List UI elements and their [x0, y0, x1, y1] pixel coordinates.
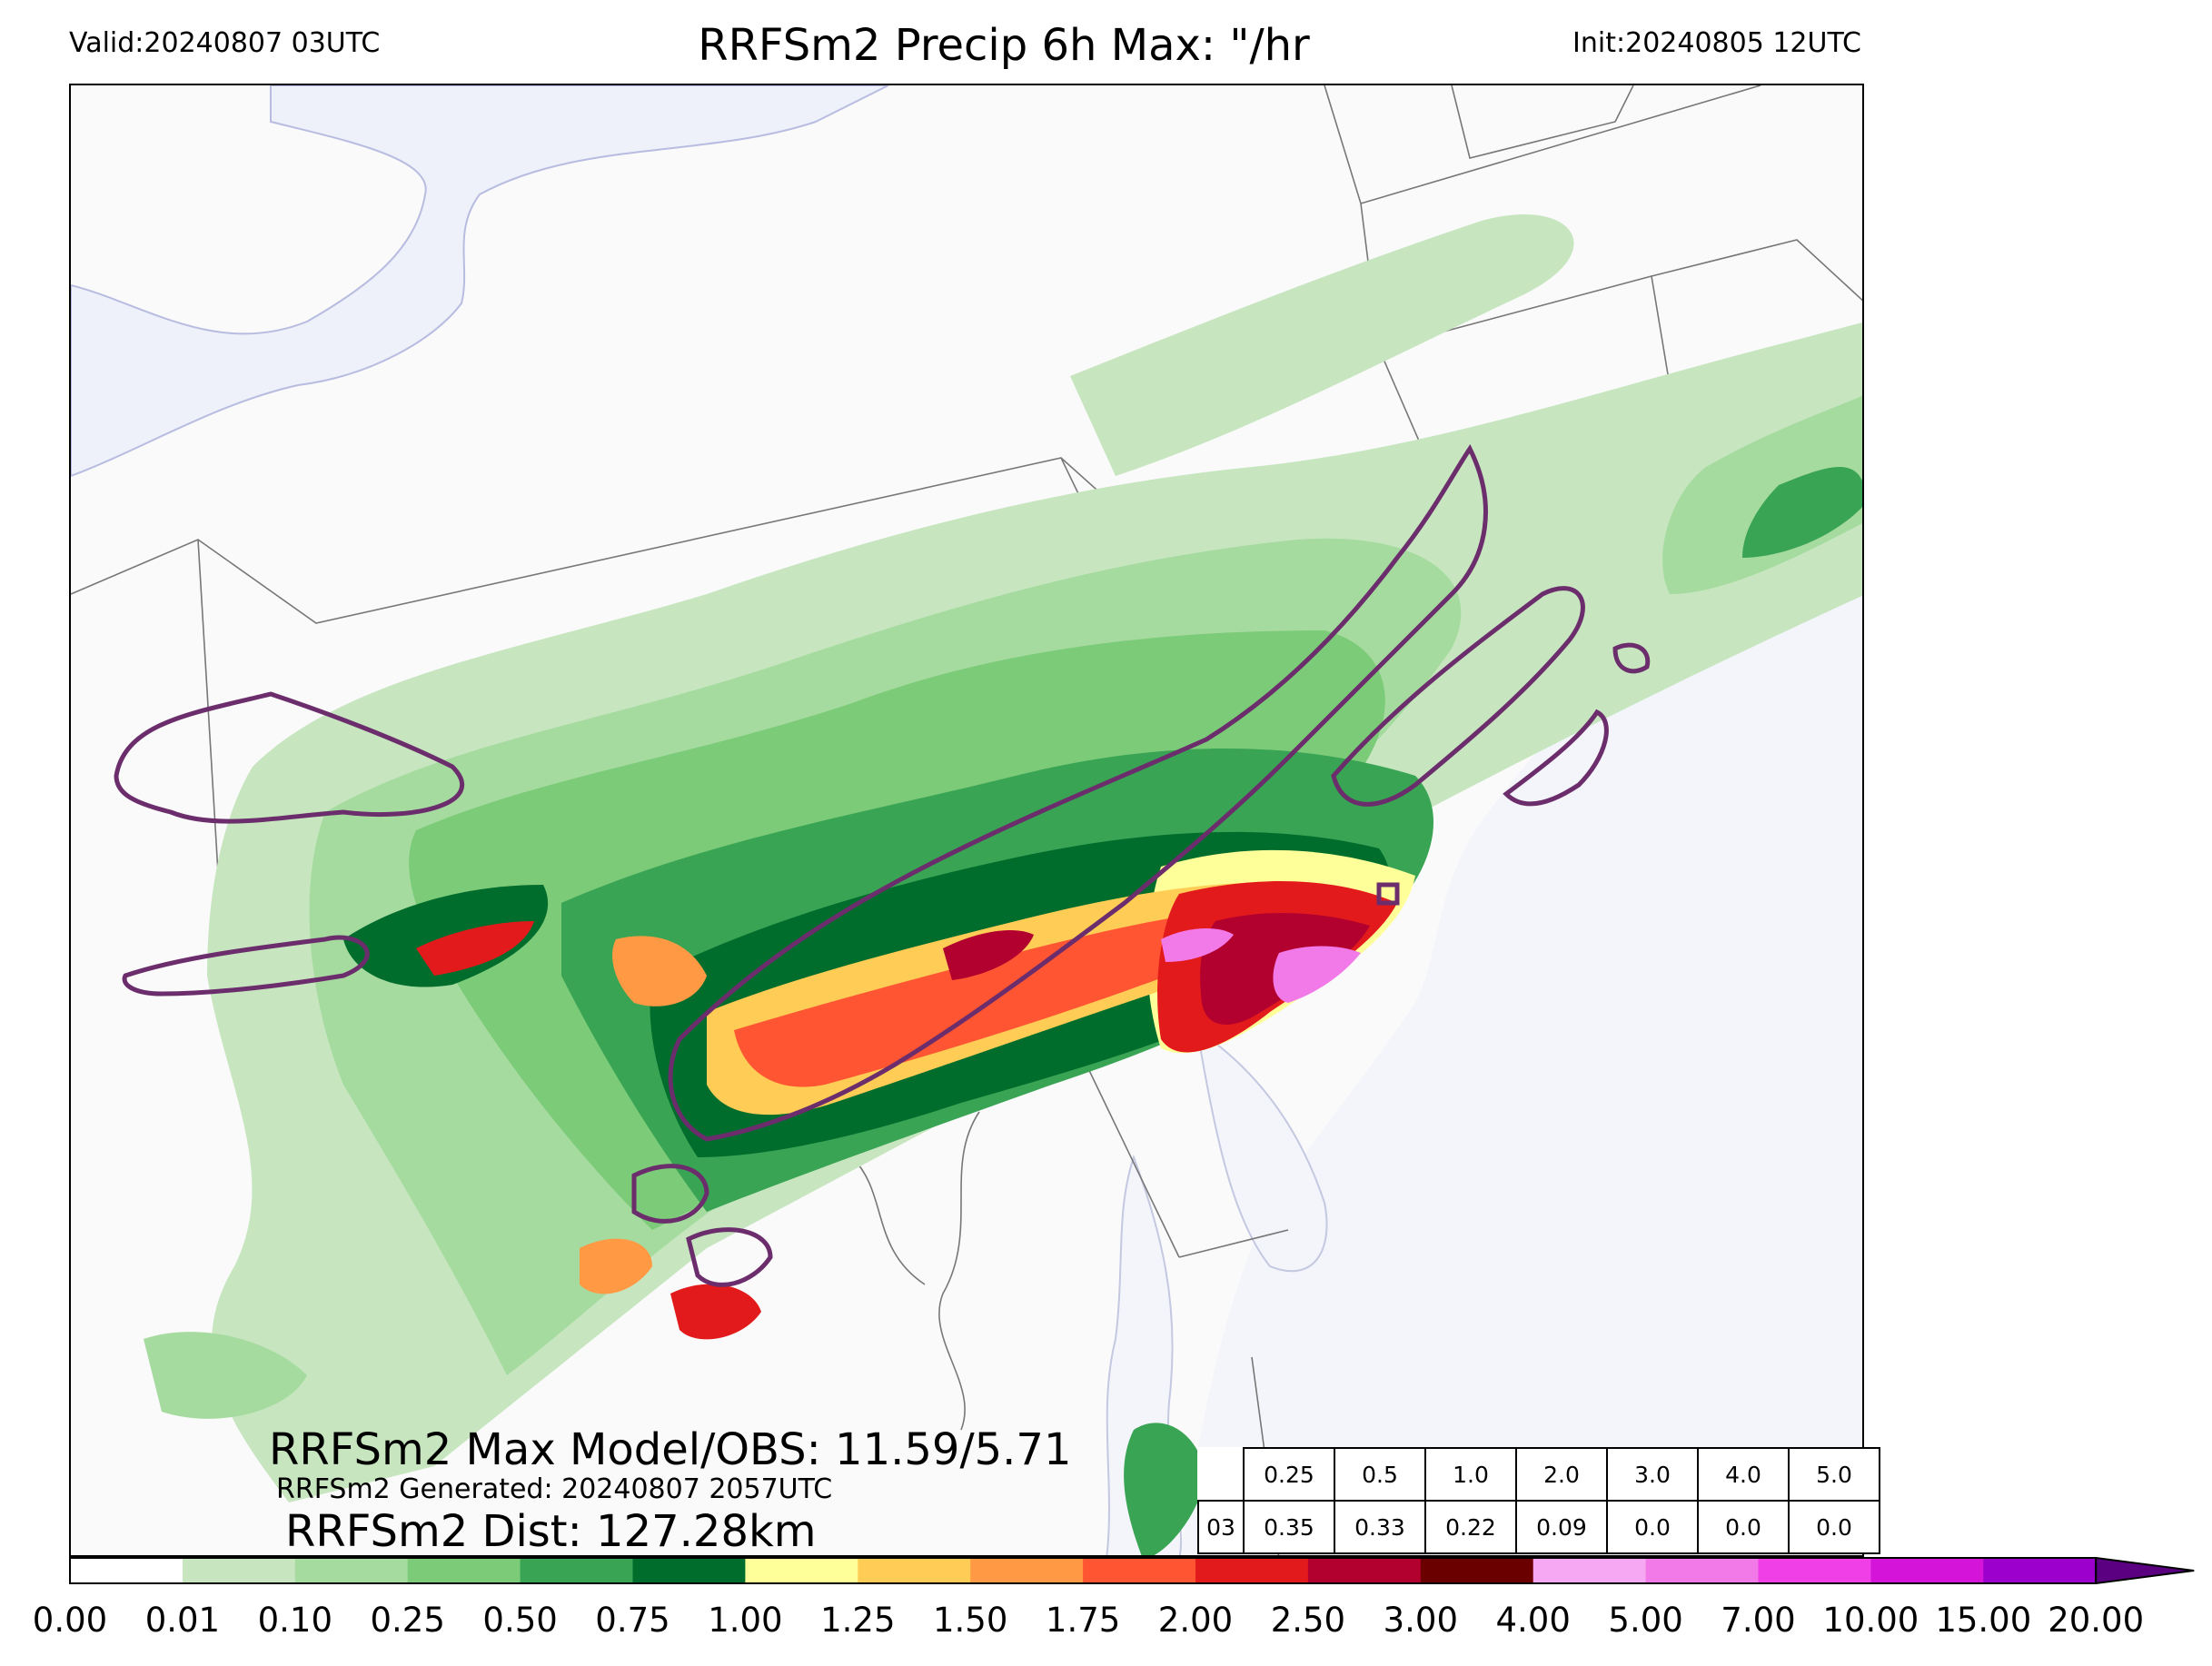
valid-time: Valid:20240807 03UTC — [69, 27, 381, 59]
value-cell: 0.33 — [1334, 1500, 1426, 1554]
threshold-cell: 4.0 — [1697, 1447, 1790, 1502]
colorbar-swatch — [1870, 1558, 1984, 1583]
colorbar-swatch — [1195, 1558, 1309, 1583]
hour-cell: 03 — [1197, 1500, 1245, 1554]
max-model-obs-label: RRFSm2 Max Model/OBS: 11.59/5.71 — [269, 1424, 1072, 1475]
colorbar-tick-label: 3.00 — [1383, 1601, 1458, 1640]
obs-contour — [114, 444, 1651, 1287]
precip-map[interactable] — [69, 84, 1864, 1557]
colorbar-tick-label: 0.10 — [257, 1601, 332, 1640]
colorbar-swatch — [520, 1558, 633, 1583]
value-cell: 0.35 — [1243, 1500, 1335, 1554]
colorbar-swatch — [1645, 1558, 1759, 1583]
colorbar-tick-label: 1.25 — [820, 1601, 896, 1640]
colorbar-tick-label: 0.25 — [370, 1601, 445, 1640]
threshold-cell: 0.25 — [1243, 1447, 1335, 1502]
generated-label: RRFSm2 Generated: 20240807 2057UTC — [276, 1473, 833, 1505]
colorbar-outline — [69, 1557, 2098, 1584]
delaware-bay — [1195, 1027, 1328, 1273]
colorbar-tick-label: 1.75 — [1045, 1601, 1121, 1640]
colorbar-tick-label: 4.00 — [1495, 1601, 1571, 1640]
colorbar-tick-label: 20.00 — [2048, 1601, 2145, 1640]
colorbar-swatch — [745, 1558, 858, 1583]
threshold-cell: 0.5 — [1334, 1447, 1426, 1502]
colorbar-swatch — [1420, 1558, 1534, 1583]
value-cell: 0.0 — [1788, 1500, 1880, 1554]
colorbar-swatch — [70, 1558, 184, 1583]
colorbar-swatch — [858, 1558, 971, 1583]
colorbar-tick-label: 2.50 — [1270, 1601, 1346, 1640]
lake-ontario — [71, 85, 889, 478]
value-cell: 0.09 — [1515, 1500, 1608, 1554]
colorbar-swatch — [1307, 1558, 1422, 1583]
distance-label: RRFSm2 Dist: 127.28km — [285, 1506, 817, 1557]
threshold-header-row: 0.25 0.5 1.0 2.0 3.0 4.0 5.0 — [1198, 1447, 1880, 1502]
colorbar-swatch — [970, 1558, 1084, 1583]
value-cell: 0.22 — [1424, 1500, 1517, 1554]
colorbar-swatch — [1533, 1558, 1647, 1583]
threshold-cell: 5.0 — [1788, 1447, 1880, 1502]
colorbar-tick-label: 10.00 — [1822, 1601, 1919, 1640]
colorbar-tick-label: 7.00 — [1721, 1601, 1796, 1640]
colorbar-swatch — [1983, 1558, 2097, 1583]
precip-heavy — [343, 749, 1433, 1555]
map-title: RRFSm2 Precip 6h Max: "/hr — [698, 20, 1310, 71]
threshold-cell: 1.0 — [1424, 1447, 1517, 1502]
colorbar-swatch — [1083, 1558, 1196, 1583]
colorbar-tick-label: 0.75 — [595, 1601, 670, 1640]
colorbar-swatch — [182, 1558, 296, 1583]
colorbar-tick-label: 1.00 — [708, 1601, 783, 1640]
value-cell: 0.0 — [1697, 1500, 1790, 1554]
colorbar-tick-label: 0.50 — [482, 1601, 558, 1640]
colorbar — [69, 1556, 2195, 1585]
colorbar-swatch — [1758, 1558, 1871, 1583]
init-time: Init:20240805 12UTC — [1572, 27, 1861, 59]
colorbar-tick-label: 0.00 — [32, 1601, 108, 1640]
threshold-cell: 3.0 — [1606, 1447, 1699, 1502]
threshold-value-row: 03 0.35 0.33 0.22 0.09 0.0 0.0 0.0 — [1197, 1500, 1880, 1554]
map-canvas — [71, 85, 1862, 1555]
threshold-cell: 2.0 — [1515, 1447, 1608, 1502]
colorbar-swatch — [294, 1558, 409, 1583]
atlantic-ocean — [1179, 433, 1862, 1555]
colorbar-tick-label: 1.50 — [932, 1601, 1008, 1640]
threshold-corner — [1198, 1448, 1244, 1501]
colorbar-tick-label: 0.01 — [144, 1601, 221, 1640]
colorbar-extend-arrow — [2095, 1556, 2195, 1585]
threshold-table: 0.25 0.5 1.0 2.0 3.0 4.0 5.0 03 0.35 0.3… — [1197, 1447, 1880, 1554]
colorbar-swatch — [632, 1558, 746, 1583]
colorbar-tick-label: 5.00 — [1608, 1601, 1683, 1640]
colorbar-tick-label: 2.00 — [1157, 1601, 1234, 1640]
colorbar-swatch — [407, 1558, 521, 1583]
value-cell: 0.0 — [1606, 1500, 1699, 1554]
colorbar-tick-label: 15.00 — [1935, 1601, 2032, 1640]
